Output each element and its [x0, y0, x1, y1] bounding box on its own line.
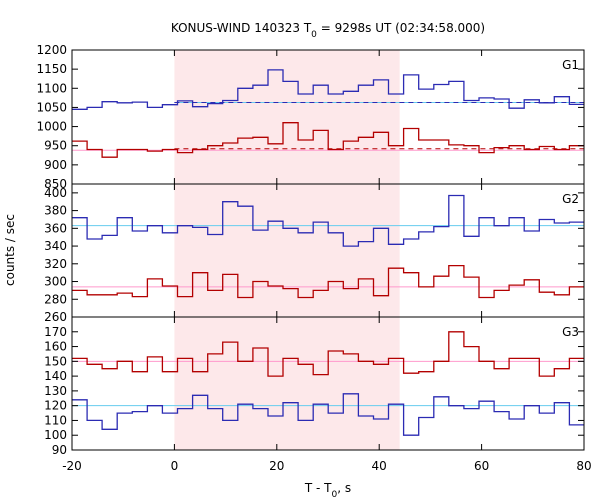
y-tick-label: 140	[44, 369, 67, 383]
x-axis-label: T - T0, s	[304, 481, 351, 500]
x-tick-label: 20	[269, 459, 284, 473]
y-axis-label: counts / sec	[3, 214, 17, 286]
series-blue-histogram	[72, 194, 584, 247]
series-blue-histogram	[72, 393, 584, 436]
x-tick-label: 60	[474, 459, 489, 473]
y-tick-label: 130	[44, 384, 67, 398]
series-red-histogram	[72, 122, 584, 158]
x-tick-label: 80	[576, 459, 591, 473]
chart-title: KONUS-WIND 140323 T0 = 9298s UT (02:34:5…	[171, 21, 485, 40]
panel-label: G3	[562, 325, 579, 339]
y-tick-label: 1150	[36, 62, 67, 76]
y-tick-label: 1200	[36, 43, 67, 57]
y-tick-label: 1050	[36, 100, 67, 114]
y-tick-label: 1100	[36, 81, 67, 95]
series-blue-histogram	[72, 69, 584, 110]
shaded-interval	[174, 50, 400, 450]
x-tick-label: 0	[171, 459, 179, 473]
y-tick-label: 380	[44, 204, 67, 218]
y-tick-label: 360	[44, 221, 67, 235]
x-tick-label: 40	[372, 459, 387, 473]
y-tick-label: 400	[44, 186, 67, 200]
y-tick-label: 320	[44, 257, 67, 271]
y-tick-label: 950	[44, 139, 67, 153]
y-tick-label: 120	[44, 399, 67, 413]
y-tick-label: 150	[44, 354, 67, 368]
x-tick-label: -20	[62, 459, 82, 473]
panel-frame	[71, 316, 585, 451]
y-tick-label: 340	[44, 239, 67, 253]
panel-label: G2	[562, 192, 579, 206]
y-tick-label: 160	[44, 340, 67, 354]
panel-label: G1	[562, 58, 579, 72]
panel-g1: 850 900 950 1000 1050 1100 1150 1200 G1	[36, 43, 585, 191]
y-tick-label: 170	[44, 325, 67, 339]
y-tick-label: 90	[52, 443, 67, 457]
series-red-histogram	[72, 331, 584, 377]
y-tick-label: 900	[44, 158, 67, 172]
y-tick-label: 1000	[36, 120, 67, 134]
y-tick-label: 850	[44, 177, 67, 191]
y-tick-label: 110	[44, 413, 67, 427]
y-tick-label: 280	[44, 292, 67, 306]
y-tick-label: 100	[44, 428, 67, 442]
y-tick-label: 260	[44, 310, 67, 324]
y-tick-label: 300	[44, 275, 67, 289]
series-red-histogram	[72, 264, 584, 299]
